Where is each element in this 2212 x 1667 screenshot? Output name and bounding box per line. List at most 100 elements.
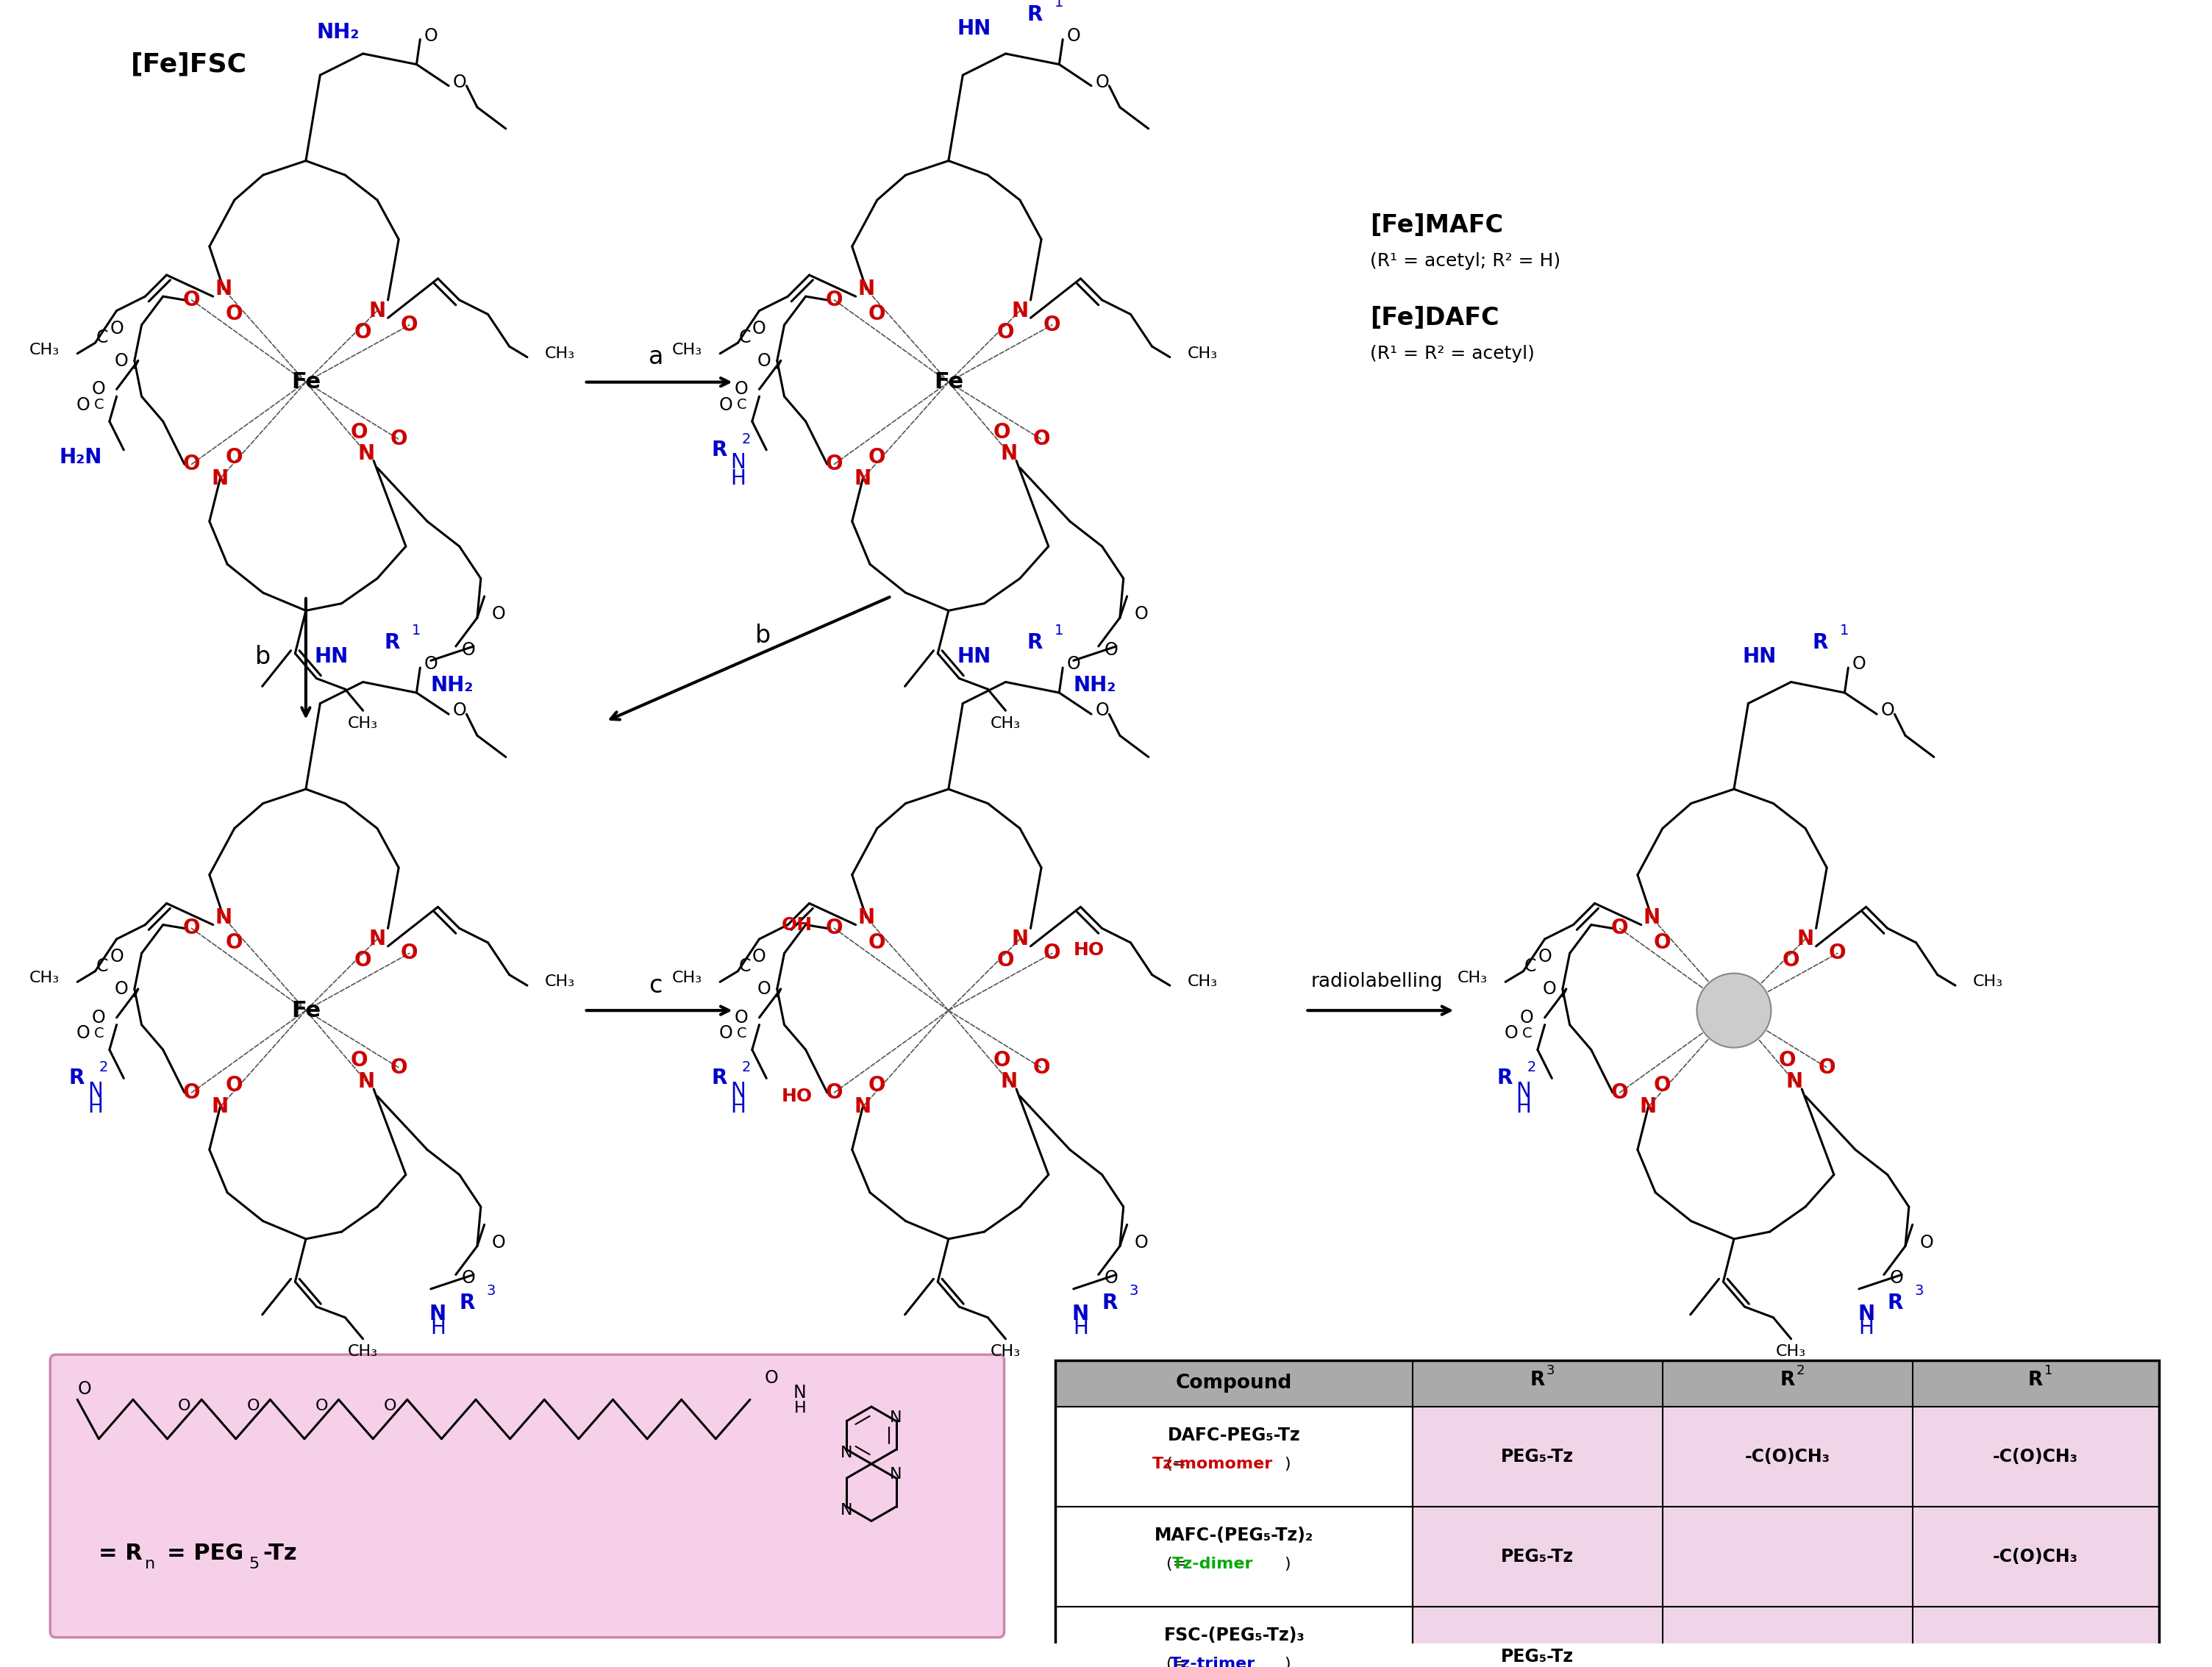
Text: OH: OH <box>781 915 812 934</box>
Text: O: O <box>1095 702 1108 720</box>
Bar <box>1055 1360 2159 1667</box>
Text: O: O <box>1818 1057 1836 1079</box>
Text: H: H <box>794 1400 805 1415</box>
Text: O: O <box>1104 642 1119 658</box>
Text: O: O <box>184 919 201 939</box>
Text: n: n <box>146 1557 155 1572</box>
Text: O: O <box>1542 980 1557 999</box>
Text: CH₃: CH₃ <box>672 970 701 985</box>
Text: [Fe]MAFC: [Fe]MAFC <box>1369 213 1502 237</box>
Text: O: O <box>75 1025 91 1042</box>
Text: N: N <box>1000 443 1018 463</box>
Text: CH₃: CH₃ <box>672 343 701 357</box>
Text: CH₃: CH₃ <box>1188 347 1219 362</box>
Text: (=: (= <box>1166 1557 1192 1572</box>
Text: radiolabelling: radiolabelling <box>1312 972 1442 992</box>
Text: N: N <box>1000 1072 1018 1092</box>
Text: O: O <box>184 290 201 310</box>
Text: O: O <box>1920 1234 1933 1252</box>
Text: R: R <box>460 1294 476 1314</box>
Text: N: N <box>794 1384 807 1402</box>
Text: O: O <box>352 1050 367 1070</box>
Text: O: O <box>425 27 438 45</box>
Text: R: R <box>1102 1294 1117 1314</box>
Text: O: O <box>491 1234 507 1252</box>
Text: O: O <box>383 1399 396 1414</box>
Text: N: N <box>212 468 228 488</box>
Text: O: O <box>1851 655 1865 673</box>
Text: O: O <box>825 1082 843 1104</box>
Text: N: N <box>369 929 385 949</box>
Text: PEG₅-Tz: PEG₅-Tz <box>1502 1449 1575 1465</box>
Text: (R¹ = acetyl; R² = H): (R¹ = acetyl; R² = H) <box>1369 252 1559 270</box>
Text: ): ) <box>1285 1457 1290 1472</box>
Text: 2: 2 <box>741 432 750 447</box>
Text: O: O <box>425 655 438 673</box>
Text: O: O <box>389 1057 407 1079</box>
Text: O: O <box>314 1399 327 1414</box>
Text: O: O <box>226 932 243 954</box>
Text: O: O <box>1044 944 1062 964</box>
Text: O: O <box>1044 315 1062 335</box>
Text: PEG₅-Tz: PEG₅-Tz <box>1502 1647 1575 1665</box>
Text: Compound: Compound <box>1177 1374 1292 1392</box>
Text: O: O <box>998 950 1015 970</box>
Text: HN: HN <box>958 647 991 667</box>
Text: O: O <box>462 642 476 658</box>
Text: N: N <box>1515 1080 1531 1102</box>
Text: N: N <box>730 452 745 473</box>
Text: R: R <box>1781 1370 1794 1390</box>
Text: R: R <box>1812 632 1829 653</box>
Text: O: O <box>226 1075 243 1095</box>
Text: O: O <box>184 453 201 475</box>
Text: R: R <box>69 1069 84 1089</box>
Text: C: C <box>739 328 752 347</box>
Text: N: N <box>854 468 872 488</box>
Text: -C(O)CH₃: -C(O)CH₃ <box>1993 1549 2077 1565</box>
Text: N: N <box>1639 1097 1657 1117</box>
Text: N: N <box>212 1097 228 1117</box>
Text: O: O <box>453 73 467 92</box>
Text: O: O <box>752 949 765 965</box>
Text: O: O <box>1095 73 1108 92</box>
Text: O: O <box>354 322 372 342</box>
Text: O: O <box>1504 1025 1517 1042</box>
Text: R: R <box>712 440 728 460</box>
Text: = R: = R <box>100 1542 144 1564</box>
Text: O: O <box>93 1009 106 1027</box>
Text: HN: HN <box>314 647 349 667</box>
Text: Ga: Ga <box>1739 1004 1765 1020</box>
Text: O: O <box>400 315 418 335</box>
Text: -C(O)CH₃: -C(O)CH₃ <box>1993 1449 2077 1465</box>
Text: 1: 1 <box>1055 623 1064 637</box>
Text: Tz-momomer: Tz-momomer <box>1152 1457 1274 1472</box>
Text: 3: 3 <box>1128 1284 1139 1299</box>
Text: H: H <box>1515 1097 1531 1117</box>
Text: 2: 2 <box>1796 1364 1805 1377</box>
Text: N: N <box>1073 1304 1088 1324</box>
Bar <box>1413 1607 2159 1667</box>
Bar <box>1413 1507 2159 1607</box>
Text: 1: 1 <box>1840 623 1849 637</box>
Text: (=: (= <box>1166 1457 1192 1472</box>
Text: NH₂: NH₂ <box>431 675 473 695</box>
Text: N: N <box>1796 929 1814 949</box>
Text: 1: 1 <box>2044 1364 2053 1377</box>
Text: CH₃: CH₃ <box>544 975 575 989</box>
Text: N: N <box>858 278 876 300</box>
Bar <box>1055 1607 1413 1667</box>
Text: O: O <box>1610 919 1628 939</box>
Text: O: O <box>869 303 885 325</box>
Text: O: O <box>1655 1075 1672 1095</box>
Text: N: N <box>215 278 232 300</box>
Text: N: N <box>858 907 876 929</box>
Text: O: O <box>400 944 418 964</box>
Text: N: N <box>889 1467 902 1482</box>
Text: O: O <box>1778 1050 1796 1070</box>
Text: C: C <box>97 328 108 347</box>
Text: O: O <box>1104 1269 1119 1287</box>
Text: O: O <box>993 1050 1011 1070</box>
Text: O: O <box>491 605 507 623</box>
Text: 1: 1 <box>1055 0 1064 10</box>
FancyBboxPatch shape <box>51 1355 1004 1637</box>
